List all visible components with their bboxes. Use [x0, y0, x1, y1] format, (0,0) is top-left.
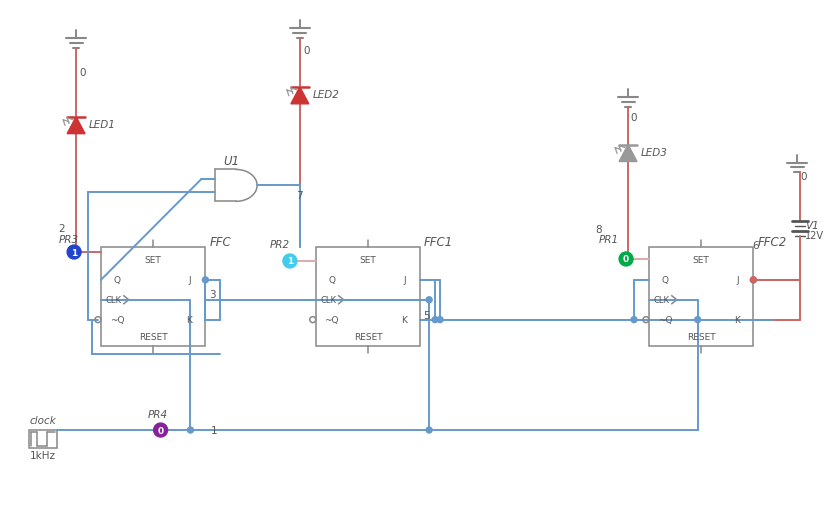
Bar — [648, 247, 753, 347]
Circle shape — [749, 277, 755, 284]
Text: 0: 0 — [79, 68, 86, 78]
Text: 8: 8 — [594, 224, 600, 235]
Text: 1: 1 — [211, 425, 218, 435]
Circle shape — [154, 423, 167, 437]
Polygon shape — [619, 145, 636, 162]
Text: J: J — [735, 276, 738, 285]
Text: Q: Q — [113, 276, 120, 285]
Text: 0: 0 — [622, 255, 629, 264]
Text: RESET: RESET — [139, 332, 167, 342]
Circle shape — [426, 297, 432, 303]
Circle shape — [426, 427, 432, 433]
Text: 0: 0 — [157, 426, 164, 435]
Circle shape — [202, 277, 208, 284]
Text: Q: Q — [661, 276, 667, 285]
Text: 2: 2 — [58, 223, 65, 234]
Circle shape — [437, 317, 442, 323]
Text: 7: 7 — [296, 191, 303, 201]
Text: ~Q: ~Q — [657, 316, 672, 325]
Circle shape — [283, 254, 297, 268]
Text: RESET: RESET — [686, 332, 715, 342]
Text: PR3: PR3 — [59, 235, 79, 245]
Text: ~Q: ~Q — [109, 316, 124, 325]
Text: FFC: FFC — [209, 235, 231, 248]
Circle shape — [749, 277, 755, 284]
Text: U1: U1 — [223, 155, 239, 167]
Text: CLK: CLK — [320, 296, 337, 305]
Text: RESET: RESET — [353, 332, 382, 342]
Bar — [29, 430, 57, 448]
Text: PR4: PR4 — [147, 409, 168, 419]
Circle shape — [432, 317, 437, 323]
Text: Q: Q — [327, 276, 335, 285]
Text: J: J — [403, 276, 405, 285]
Text: SET: SET — [692, 256, 709, 265]
Circle shape — [187, 427, 194, 433]
Circle shape — [67, 245, 81, 260]
Text: 6: 6 — [751, 241, 758, 250]
Text: PR1: PR1 — [597, 235, 618, 245]
Text: 5: 5 — [423, 310, 429, 320]
Text: V1: V1 — [804, 221, 818, 231]
Polygon shape — [67, 118, 85, 134]
Text: 0: 0 — [630, 112, 637, 123]
Text: LED1: LED1 — [89, 120, 116, 129]
Text: 12V: 12V — [804, 231, 823, 241]
Text: FFC1: FFC1 — [423, 235, 453, 248]
Text: clock: clock — [29, 415, 56, 425]
Bar — [315, 247, 419, 347]
Text: PR2: PR2 — [270, 240, 289, 249]
Text: 1: 1 — [286, 257, 293, 266]
Text: SET: SET — [145, 256, 161, 265]
Text: SET: SET — [359, 256, 376, 265]
Circle shape — [619, 252, 633, 266]
Text: K: K — [734, 316, 739, 325]
Text: CLK: CLK — [106, 296, 122, 305]
Text: ~Q: ~Q — [324, 316, 338, 325]
Text: K: K — [186, 316, 192, 325]
Circle shape — [630, 317, 636, 323]
Text: 1: 1 — [71, 248, 77, 257]
Circle shape — [694, 317, 700, 323]
Text: J: J — [188, 276, 190, 285]
Text: CLK: CLK — [653, 296, 669, 305]
Text: 1kHz: 1kHz — [29, 450, 55, 460]
Polygon shape — [290, 88, 308, 105]
Bar — [101, 247, 205, 347]
Text: K: K — [401, 316, 407, 325]
Text: 3: 3 — [208, 289, 215, 299]
Text: 0: 0 — [800, 172, 806, 182]
Text: FFC2: FFC2 — [757, 235, 786, 248]
Text: LED3: LED3 — [640, 147, 667, 157]
Text: LED2: LED2 — [313, 90, 339, 100]
Text: 0: 0 — [304, 46, 309, 56]
